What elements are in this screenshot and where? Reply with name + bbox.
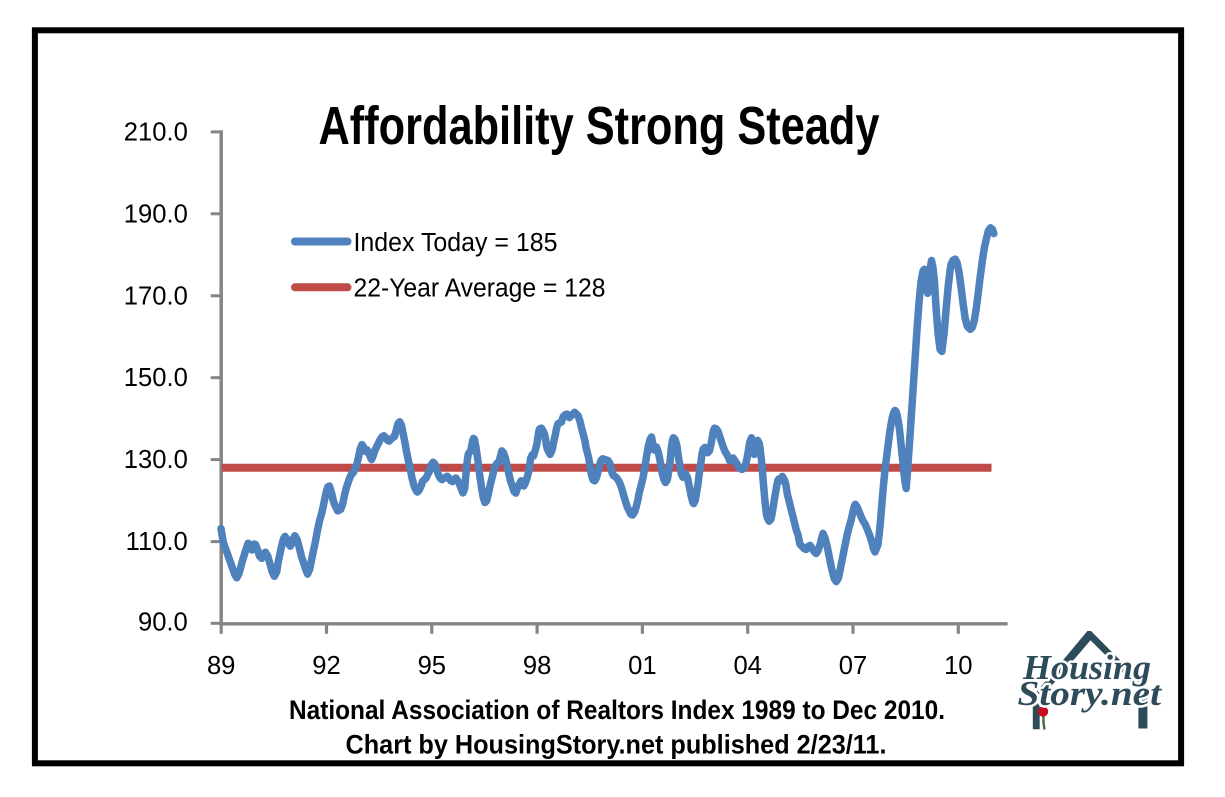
svg-text:150.0: 150.0	[124, 364, 188, 392]
svg-text:07: 07	[839, 652, 867, 680]
svg-text:98: 98	[523, 652, 551, 680]
svg-text:01: 01	[628, 652, 656, 680]
svg-text:95: 95	[418, 652, 446, 680]
svg-text:Housing: Housing	[1022, 648, 1151, 687]
svg-text:170.0: 170.0	[124, 282, 188, 310]
svg-text:110.0: 110.0	[126, 528, 188, 556]
svg-text:130.0: 130.0	[124, 446, 188, 474]
svg-text:Index Today = 185: Index Today = 185	[354, 229, 558, 257]
svg-text:Affordability Strong Steady: Affordability Strong Steady	[319, 96, 880, 156]
svg-text:92: 92	[312, 652, 340, 680]
svg-text:Story.net: Story.net	[1018, 674, 1163, 713]
svg-text:22-Year Average = 128: 22-Year Average = 128	[354, 275, 606, 303]
svg-text:National Association of Realto: National Association of Realtors Index 1…	[289, 695, 945, 725]
svg-text:10: 10	[944, 652, 972, 680]
svg-text:04: 04	[733, 652, 761, 680]
svg-text:Chart by HousingStory.net publ: Chart by HousingStory.net published 2/23…	[346, 729, 887, 759]
svg-text:90.0: 90.0	[138, 608, 188, 636]
svg-text:190.0: 190.0	[124, 200, 188, 228]
svg-text:210.0: 210.0	[124, 118, 188, 146]
svg-text:89: 89	[207, 652, 235, 680]
